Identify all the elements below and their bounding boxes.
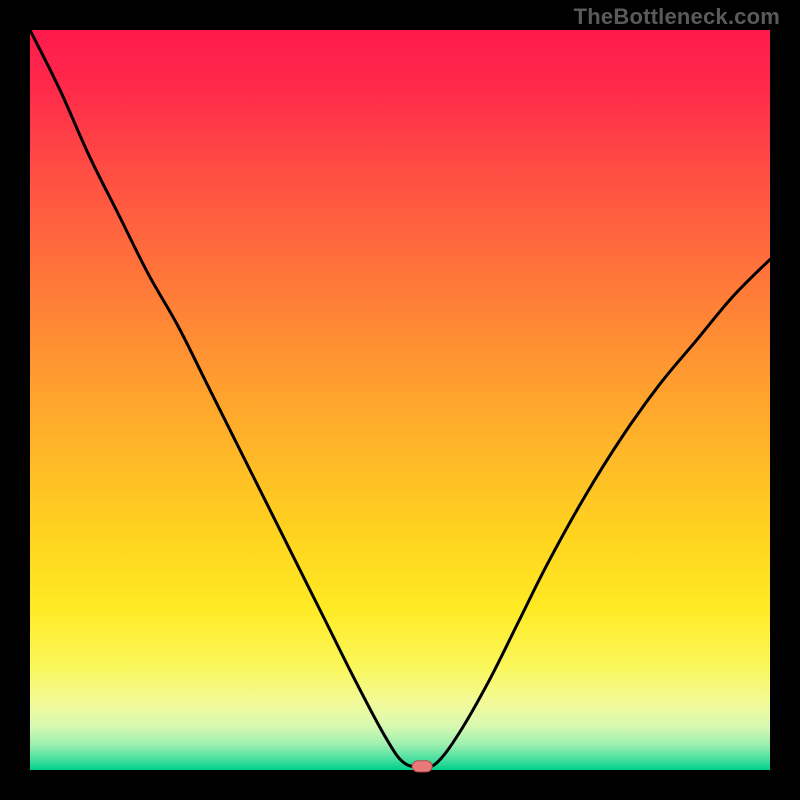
minimum-marker [412, 761, 432, 772]
bottleneck-chart [0, 0, 800, 800]
watermark-text: TheBottleneck.com [574, 4, 780, 30]
gradient-background [30, 30, 770, 770]
